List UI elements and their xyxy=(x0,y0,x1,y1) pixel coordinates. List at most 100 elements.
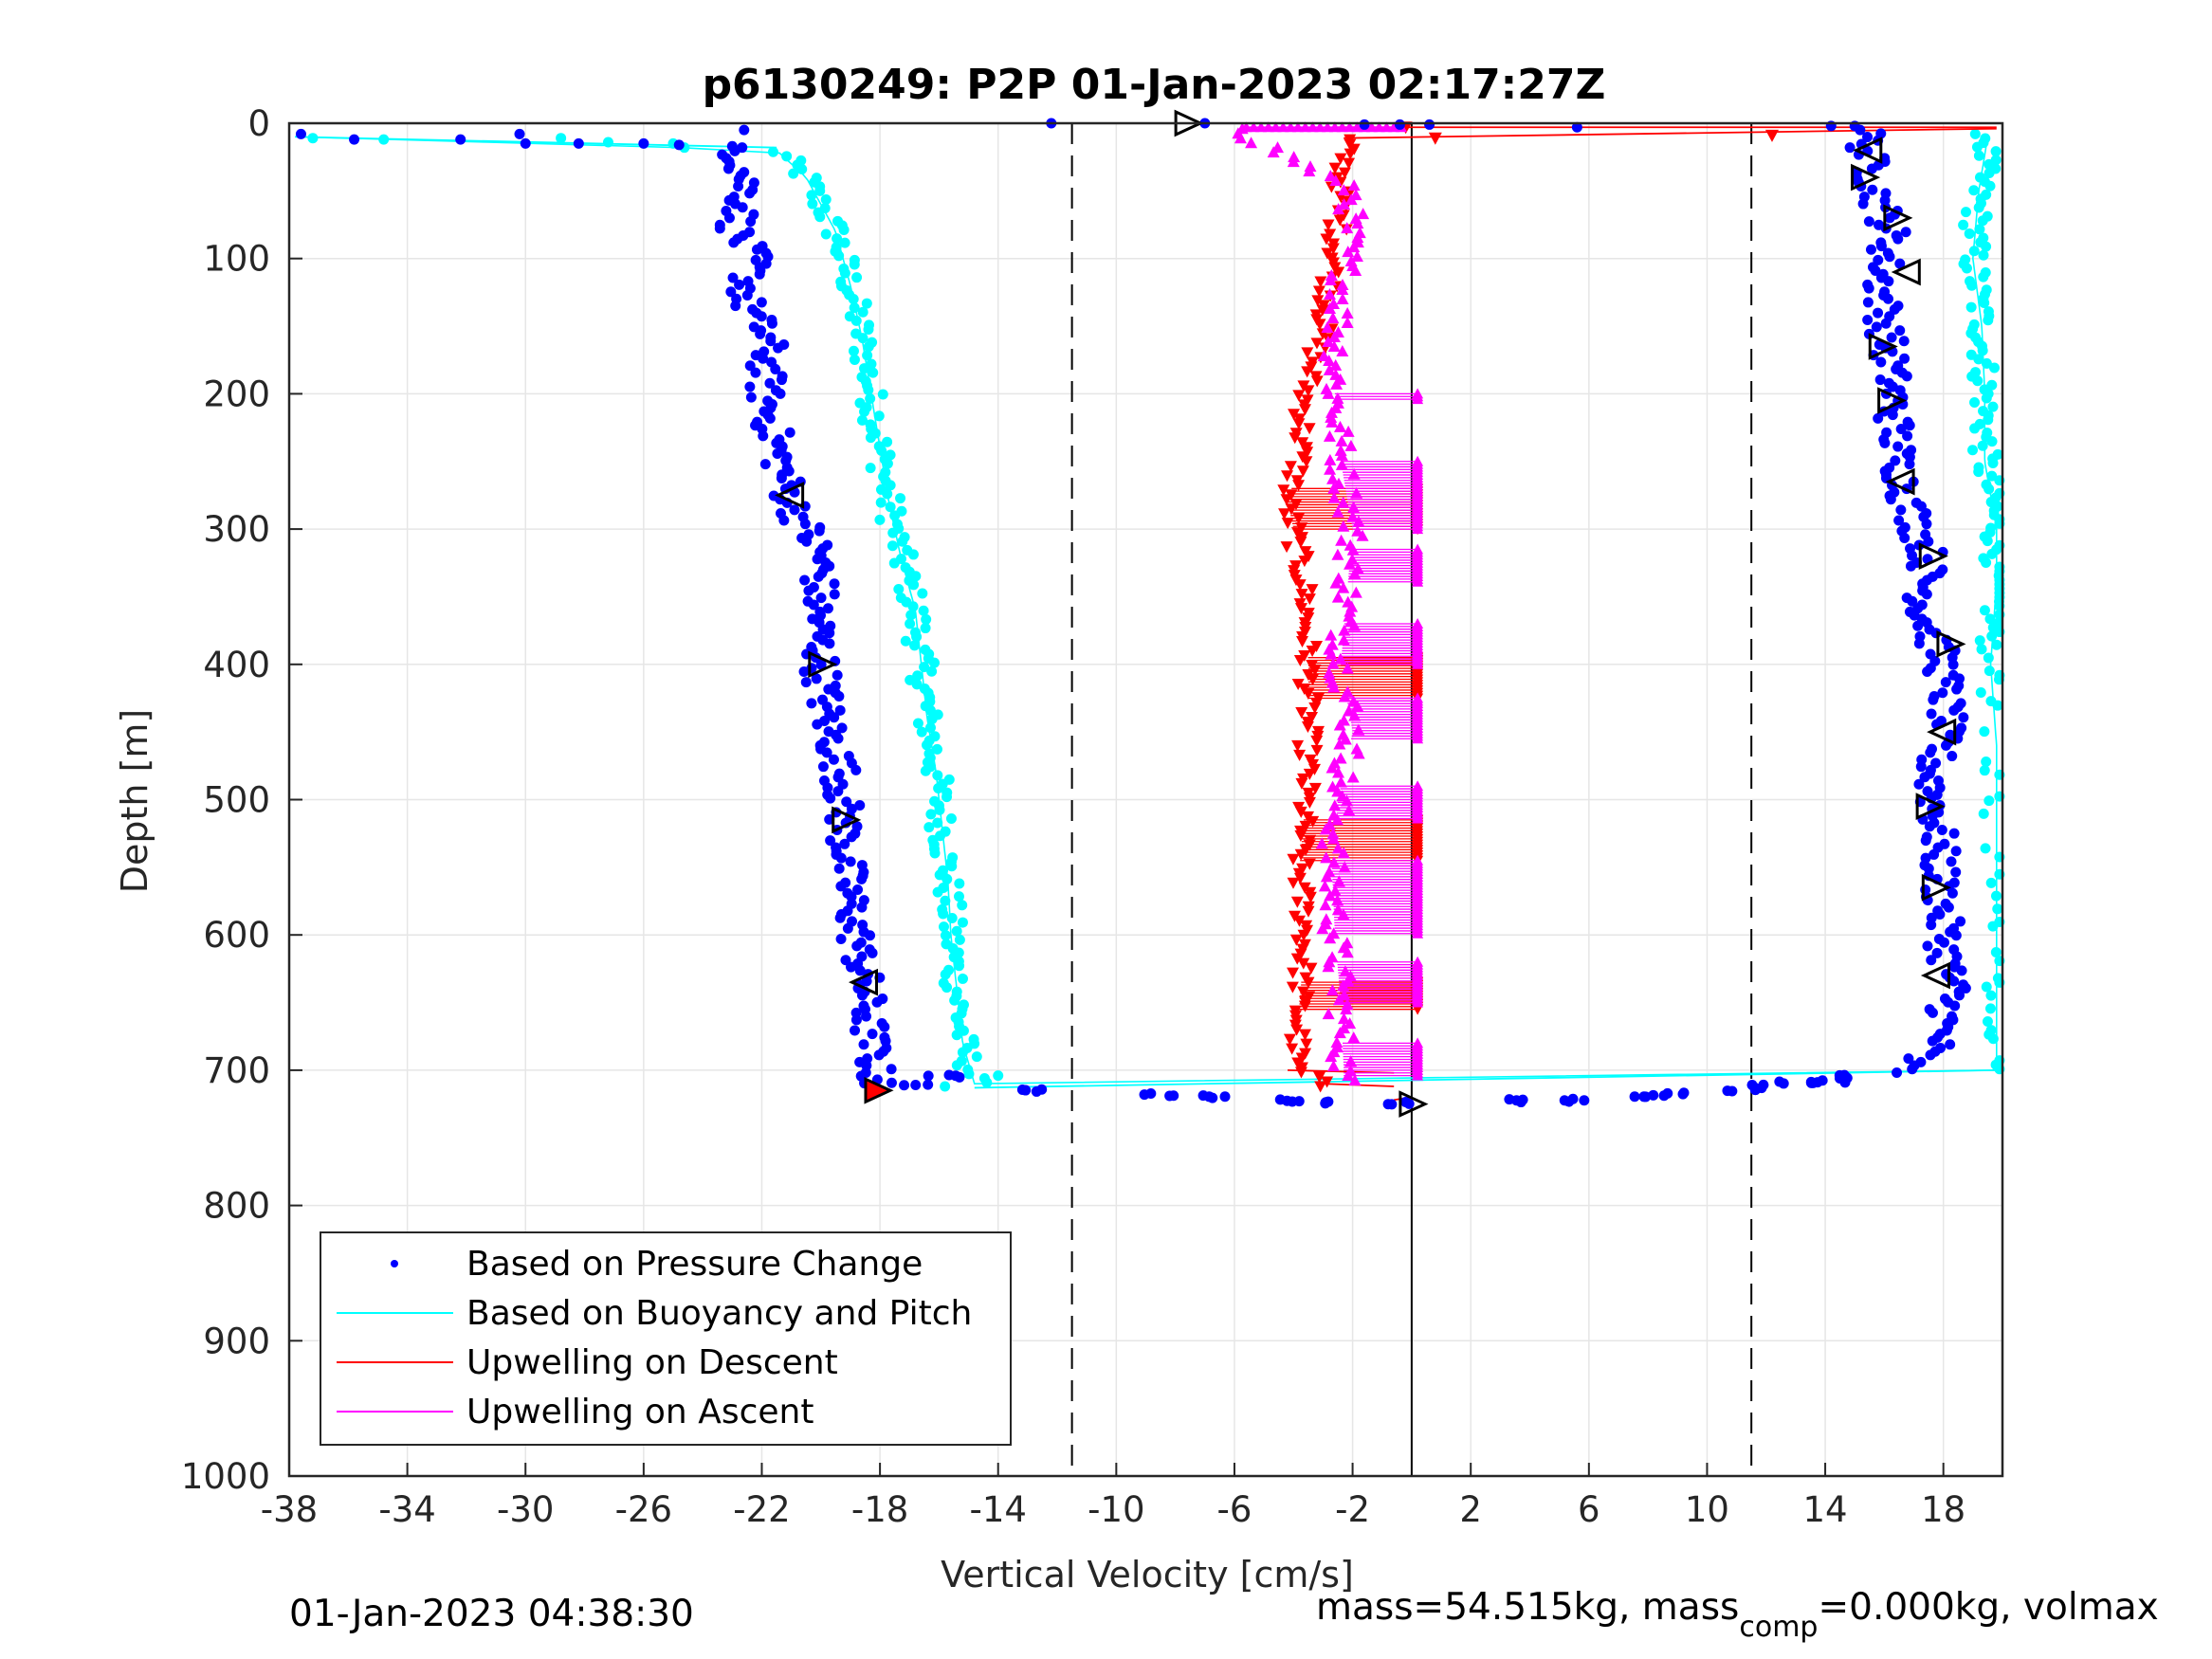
buoyancy-pitch-point xyxy=(954,960,965,972)
buoyancy-pitch-point xyxy=(1986,548,1998,559)
direction-marker xyxy=(1885,467,1915,496)
upwelling-descent-marker xyxy=(1303,796,1316,809)
buoyancy-pitch-point xyxy=(857,306,868,318)
pressure-change-point xyxy=(835,881,847,892)
buoyancy-pitch-point xyxy=(806,190,817,201)
buoyancy-pitch-point xyxy=(1979,726,1990,738)
pressure-change-point xyxy=(1571,121,1582,133)
pressure-change-point xyxy=(910,1080,922,1091)
pressure-change-point xyxy=(825,793,836,804)
mass-prefix: mass=54.515kg, mass xyxy=(1316,1586,1739,1629)
buoyancy-pitch-point xyxy=(957,900,968,911)
pressure-change-point xyxy=(834,704,846,716)
pressure-change-point xyxy=(1943,902,1954,913)
buoyancy-pitch-point xyxy=(887,540,898,552)
direction-marker xyxy=(1915,793,1946,820)
upwelling-ascent-marker xyxy=(1338,861,1351,873)
buoyancy-pitch-point xyxy=(1986,630,1998,642)
pressure-change-point xyxy=(723,212,735,224)
buoyancy-pitch-point xyxy=(949,994,960,1006)
pressure-change-point xyxy=(812,554,823,565)
upwelling-descent-marker xyxy=(1303,768,1316,780)
pressure-change-point xyxy=(755,328,766,339)
upwelling-ascent-marker xyxy=(1352,747,1365,759)
x-tick-label: -34 xyxy=(378,1489,435,1530)
buoyancy-pitch-point xyxy=(862,350,873,361)
buoyancy-pitch-point xyxy=(1974,224,1985,235)
upwelling-descent-marker xyxy=(1281,470,1294,483)
buoyancy-pitch-point xyxy=(993,1070,1004,1082)
pressure-change-point xyxy=(1168,1090,1179,1102)
buoyancy-pitch-point xyxy=(938,921,949,933)
upwelling-ascent-marker xyxy=(1331,842,1344,854)
pressure-change-point xyxy=(829,578,840,590)
y-tick-label: 900 xyxy=(203,1321,270,1361)
legend: Based on Pressure Change Based on Buoyanc… xyxy=(320,1231,1012,1446)
x-tick-label: -2 xyxy=(1335,1489,1370,1530)
upwelling-ascent-marker xyxy=(1277,121,1289,133)
buoyancy-pitch-point xyxy=(951,925,962,937)
upwelling-descent-marker xyxy=(1326,243,1340,255)
buoyancy-pitch-point xyxy=(897,536,908,547)
buoyancy-pitch-point xyxy=(781,151,793,162)
upwelling-descent-marker xyxy=(1293,655,1307,667)
direction-marker xyxy=(1891,258,1921,286)
footer-timestamp: 01-Jan-2023 04:38:30 xyxy=(289,1593,694,1635)
upwelling-ascent-marker xyxy=(1327,832,1341,845)
buoyancy-pitch-point xyxy=(885,501,896,513)
buoyancy-pitch-point xyxy=(1987,401,1999,412)
upwelling-ascent-marker xyxy=(1337,496,1350,508)
buoyancy-pitch-point xyxy=(839,237,850,248)
pressure-change-point xyxy=(727,272,739,283)
pressure-change-point xyxy=(1883,276,1894,287)
upwelling-descent-marker xyxy=(1293,579,1307,592)
pressure-change-point xyxy=(1899,533,1910,544)
buoyancy-pitch-point xyxy=(1983,665,1995,677)
upwelling-ascent-marker xyxy=(1343,704,1356,717)
buoyancy-pitch-point xyxy=(981,1077,993,1088)
pressure-change-point xyxy=(800,677,812,688)
upwelling-ascent-marker xyxy=(1365,121,1378,133)
pressure-change-point xyxy=(1921,519,1932,530)
buoyancy-pitch-point xyxy=(923,822,935,833)
upwelling-ascent-marker xyxy=(1333,420,1346,432)
pressure-change-point xyxy=(1817,1075,1828,1086)
upwelling-ascent-band-marker xyxy=(1412,1069,1424,1081)
pressure-change-point xyxy=(817,761,829,773)
buoyancy-pitch-point xyxy=(931,743,942,755)
buoyancy-pitch-point xyxy=(1983,483,1995,495)
upwelling-descent-marker xyxy=(1310,337,1324,350)
direction-marker xyxy=(1853,137,1883,164)
pressure-change-point xyxy=(1954,990,1965,1001)
upwelling-descent-marker xyxy=(1301,720,1314,733)
upwelling-ascent-marker xyxy=(1337,1012,1350,1025)
upwelling-descent-marker xyxy=(1290,1024,1304,1036)
grid xyxy=(288,122,2002,1477)
legend-label: Upwelling on Descent xyxy=(466,1343,838,1382)
upwelling-ascent-marker xyxy=(1351,121,1363,133)
buoyancy-pitch-point xyxy=(1972,375,1983,387)
upwelling-ascent-marker xyxy=(1341,662,1354,674)
buoyancy-pitch-point xyxy=(1979,765,1990,776)
buoyancy-pitch-point xyxy=(928,657,940,668)
buoyancy-pitch-point xyxy=(859,363,870,374)
upwelling-ascent-marker xyxy=(1388,121,1400,133)
direction-marker xyxy=(808,650,838,679)
upwelling-ascent-marker xyxy=(1336,283,1349,296)
direction-marker xyxy=(1877,387,1908,414)
pressure-change-point xyxy=(861,1011,872,1022)
upwelling-ascent-marker xyxy=(1338,198,1351,210)
buoyancy-pitch-point xyxy=(851,272,863,283)
pressure-change-point xyxy=(1927,1035,1938,1047)
buoyancy-pitch-point xyxy=(1978,271,1989,283)
upwelling-ascent-marker xyxy=(1267,146,1280,158)
buoyancy-pitch-point xyxy=(861,298,872,309)
upwelling-ascent-marker xyxy=(1325,415,1339,428)
pressure-change-point xyxy=(1913,778,1925,790)
x-tick-label: 6 xyxy=(1578,1489,1600,1530)
pressure-change-point xyxy=(1648,1089,1659,1101)
buoyancy-pitch-point xyxy=(832,233,843,245)
pressure-change-point xyxy=(1925,747,1936,758)
pressure-change-point xyxy=(856,873,868,884)
pressure-change-point xyxy=(733,180,744,191)
